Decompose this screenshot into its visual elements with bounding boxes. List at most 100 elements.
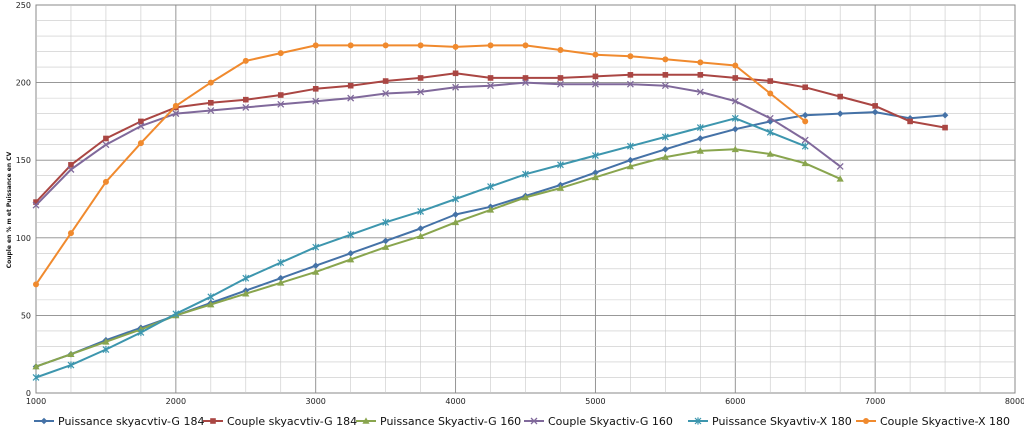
series-5 — [32, 114, 809, 382]
legend-item: Puissance Skyavtiv-X 180 — [688, 415, 852, 428]
y-tick-label: 200 — [16, 79, 31, 88]
y-tick-label: 50 — [21, 311, 31, 320]
data-point — [801, 136, 809, 144]
legend-label: Puissance Skyactiv-G 160 — [380, 415, 521, 428]
x-tick-label: 4000 — [445, 397, 465, 406]
legend-label: Couple Skyactiv-G 160 — [548, 415, 673, 428]
data-point — [662, 72, 669, 78]
x-tick-label: 2000 — [166, 397, 186, 406]
x-tick-label: 1000 — [26, 397, 46, 406]
data-point — [417, 207, 425, 216]
data-point — [627, 72, 634, 78]
data-point — [102, 141, 110, 149]
data-point — [626, 80, 634, 88]
data-point — [731, 97, 739, 105]
data-point — [207, 107, 215, 114]
x-tick-label: 7000 — [865, 397, 885, 406]
legend-label: Puissance Skyavtiv-X 180 — [712, 415, 852, 428]
data-point — [662, 56, 669, 63]
data-point — [32, 373, 40, 382]
data-point — [172, 310, 180, 318]
data-point — [452, 70, 459, 77]
data-point — [67, 350, 75, 357]
data-point — [487, 182, 494, 191]
y-tick-label: 0 — [26, 389, 31, 398]
data-point — [592, 169, 599, 176]
legend-swatch-marker — [40, 417, 48, 425]
data-point — [67, 166, 75, 173]
data-point — [382, 237, 389, 245]
data-point — [627, 53, 634, 60]
x-tick-label: 5000 — [585, 397, 605, 406]
data-point — [277, 50, 284, 57]
data-point — [487, 82, 494, 90]
data-point — [731, 125, 739, 133]
data-point — [626, 142, 634, 150]
data-point — [208, 99, 214, 106]
legend-swatch-marker — [694, 417, 702, 425]
data-point — [312, 243, 320, 251]
data-point — [452, 195, 459, 203]
data-point — [382, 78, 389, 84]
data-point — [591, 173, 600, 181]
legend-swatch-marker — [530, 417, 538, 425]
data-point — [836, 110, 844, 117]
data-point — [67, 361, 75, 369]
data-point — [731, 145, 739, 153]
data-point — [486, 206, 495, 213]
y-tick-label: 250 — [16, 1, 31, 10]
data-point — [557, 75, 564, 81]
data-point — [836, 175, 844, 182]
x-tick-label: 6000 — [725, 397, 745, 406]
data-point — [347, 250, 354, 257]
data-point — [451, 218, 460, 226]
data-point — [417, 232, 425, 240]
data-point — [592, 73, 599, 80]
data-point — [557, 161, 564, 169]
legend-item: Couple skyacvtiv-G 184 — [203, 415, 357, 428]
data-point — [277, 259, 285, 267]
data-point — [242, 57, 249, 64]
data-point — [662, 146, 669, 153]
data-point — [242, 96, 249, 103]
data-point — [347, 82, 354, 89]
data-point — [207, 300, 215, 308]
data-point — [137, 328, 145, 337]
series-layer — [32, 42, 949, 382]
data-point — [871, 108, 879, 116]
data-point — [732, 75, 739, 81]
data-point — [837, 93, 843, 100]
legend-item: Couple Skyactive-X 180 — [856, 415, 1010, 428]
data-point — [242, 290, 250, 297]
data-point — [521, 193, 530, 201]
data-point — [277, 92, 284, 98]
data-point — [872, 103, 878, 109]
x-tick-label: 8000 — [1005, 397, 1024, 406]
legend-item: Couple Skyactiv-G 160 — [524, 415, 673, 428]
data-point — [696, 124, 704, 132]
data-point — [103, 135, 109, 142]
legend-swatch-marker — [362, 417, 370, 424]
data-point — [242, 274, 250, 282]
series-4 — [32, 79, 844, 209]
data-point — [732, 62, 739, 69]
data-point — [172, 110, 180, 118]
grid — [35, 4, 1016, 394]
y-axis-label: Couple en % m et Puissance en CV — [6, 151, 13, 268]
data-point — [801, 111, 809, 119]
data-point — [102, 345, 110, 354]
data-point — [556, 184, 565, 191]
data-point — [382, 218, 390, 226]
series-line — [35, 148, 841, 368]
data-point — [452, 43, 459, 50]
data-point — [942, 124, 948, 131]
series-line — [35, 81, 841, 206]
data-point — [312, 268, 320, 275]
data-point — [801, 142, 809, 150]
data-point — [661, 82, 669, 90]
data-point — [766, 118, 774, 125]
data-point — [32, 363, 40, 370]
y-tick-label: 100 — [16, 234, 31, 243]
data-point — [802, 84, 809, 91]
data-point — [697, 59, 704, 66]
